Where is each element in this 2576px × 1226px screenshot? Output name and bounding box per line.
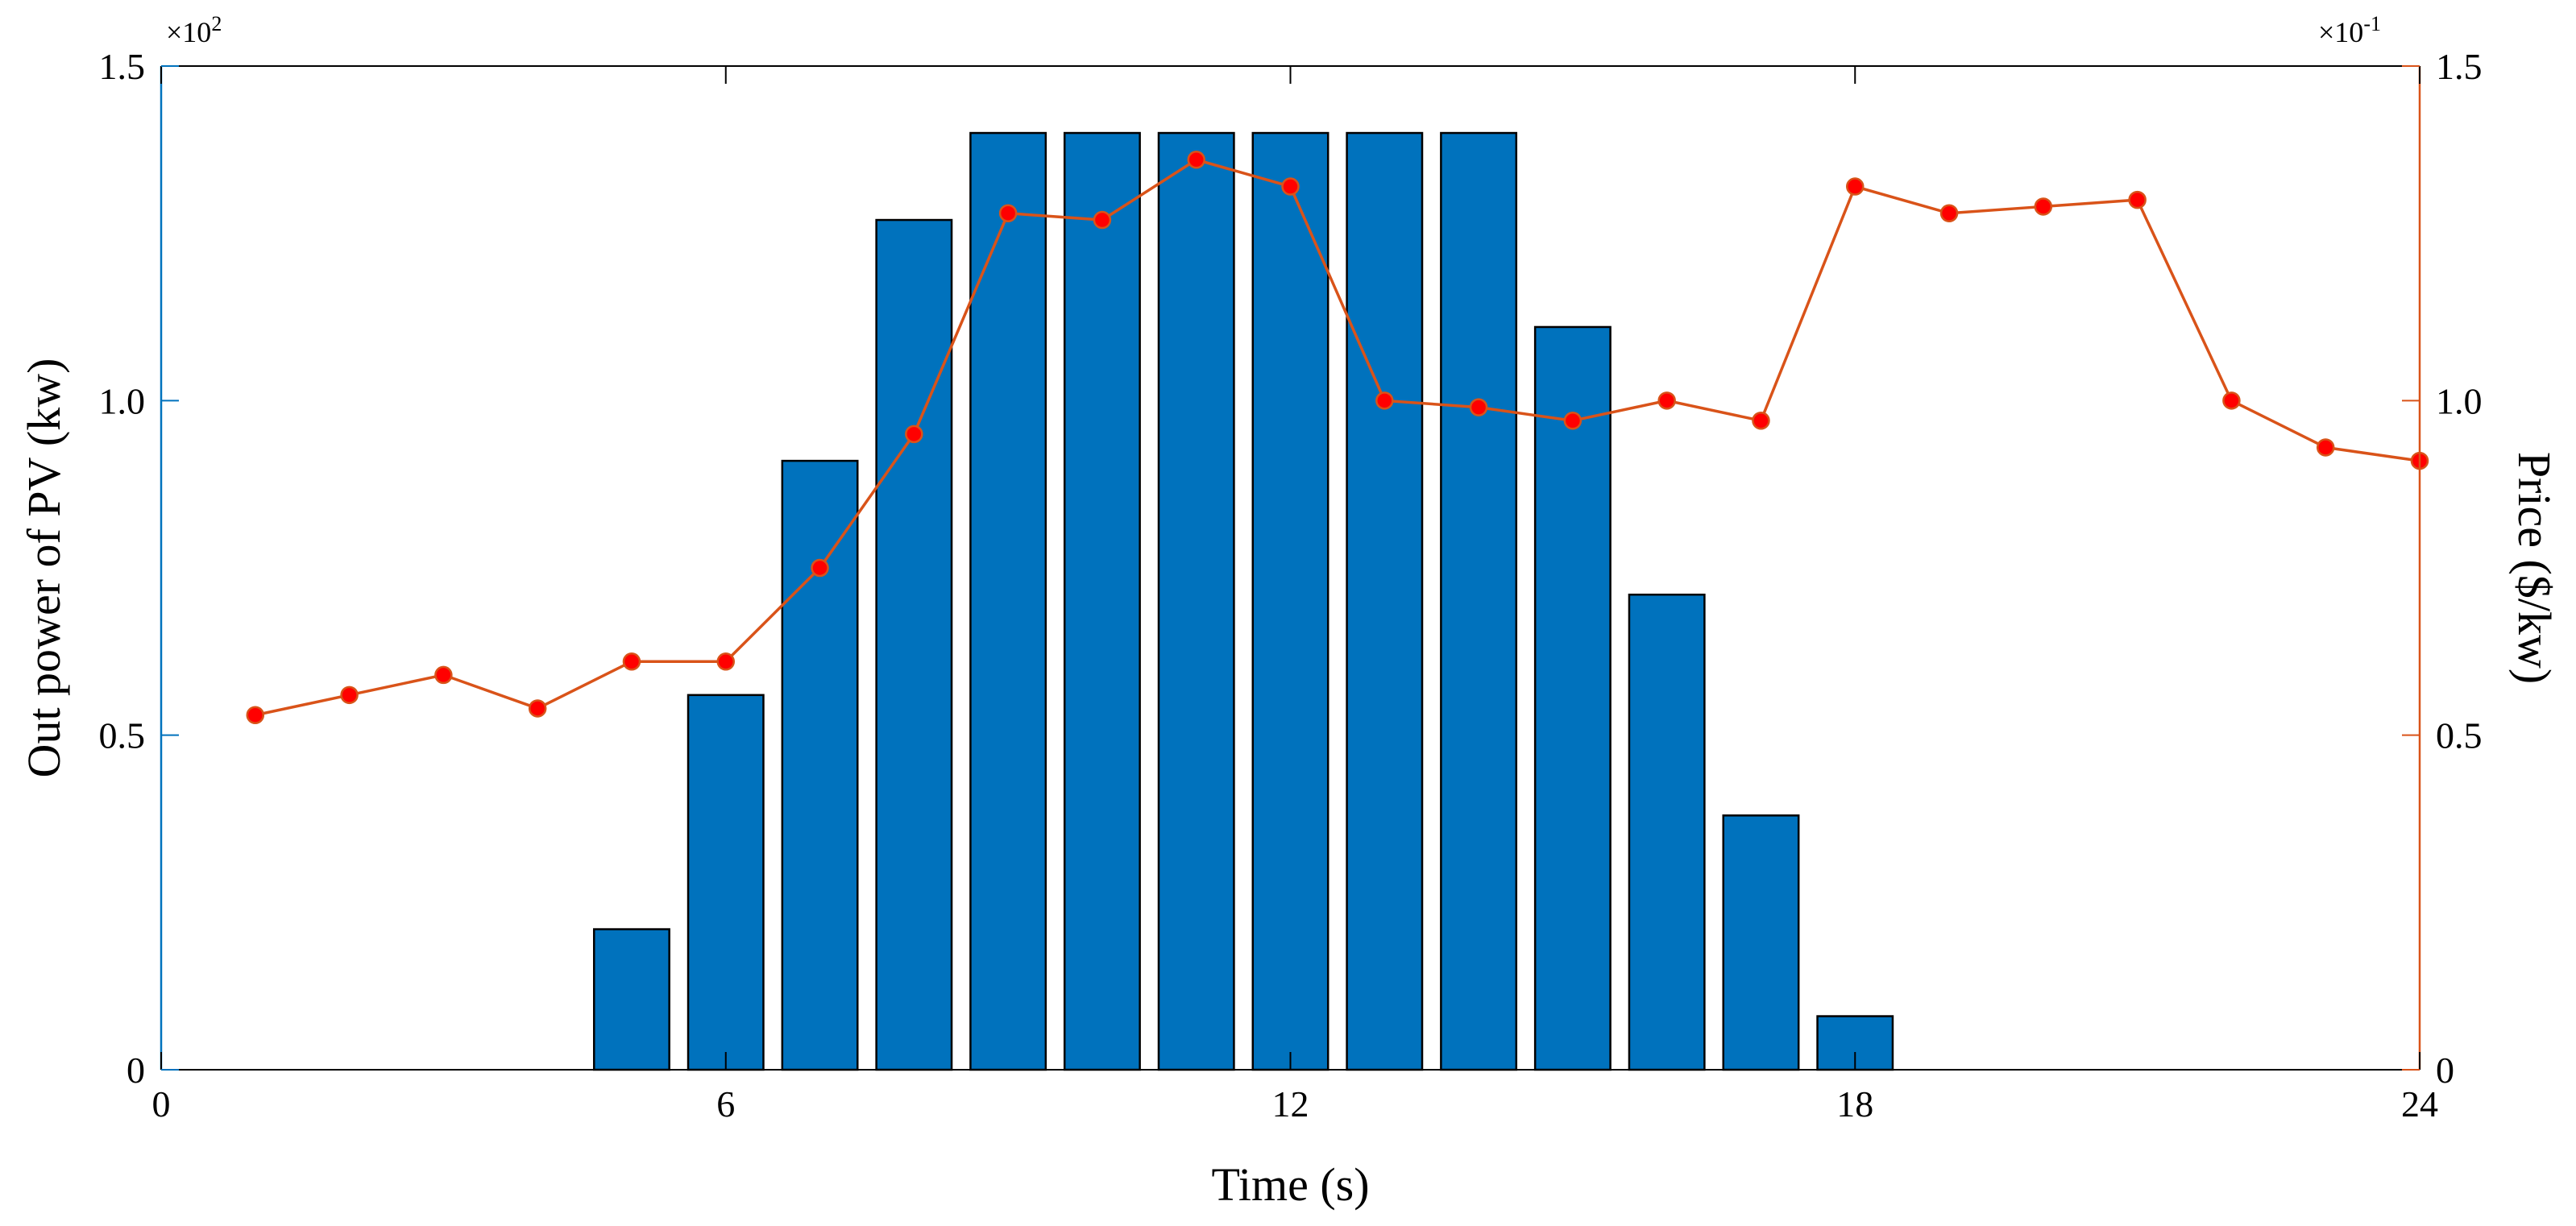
x-axis-title: Time (s) (1211, 1158, 1369, 1211)
bar (592, 928, 670, 1071)
y-left-exponent-power: 2 (211, 12, 222, 35)
price-point (1846, 177, 1865, 196)
price-point (1752, 412, 1770, 430)
price-point (2128, 190, 2147, 209)
price-point (1939, 204, 1959, 222)
x-tick-label: 12 (1272, 1083, 1309, 1125)
bar (1533, 325, 1612, 1071)
bar (1157, 131, 1235, 1071)
y-left-tick-label: 1.5 (99, 46, 146, 87)
x-tick-label: 24 (2401, 1083, 2438, 1125)
y-right-tick-label: 1.0 (2436, 380, 2483, 421)
bar (1722, 814, 1800, 1071)
y-right-tick-label: 0.5 (2436, 715, 2483, 756)
price-point (1563, 412, 1583, 430)
price-line-series (246, 151, 2429, 724)
price-point (905, 425, 923, 444)
y-right-axis-title: Price ($/kw) (2508, 452, 2561, 684)
y-left-axis-title: Out power of PV (kw) (18, 358, 70, 778)
y-right-exponent-power: -1 (2363, 12, 2381, 35)
price-point (811, 558, 829, 578)
bar (1628, 593, 1706, 1071)
bar-series (592, 131, 1894, 1071)
y-left-exponent: ×102 (166, 12, 222, 48)
x-tick-label: 6 (716, 1083, 735, 1125)
bar (875, 218, 953, 1071)
y-left-tick-label: 0.5 (99, 715, 146, 756)
price-point (434, 665, 453, 685)
bar (1346, 131, 1424, 1071)
price-point (340, 685, 359, 705)
y-right-tick-label: 1.5 (2436, 46, 2483, 87)
price-point (1187, 151, 1205, 169)
price-point (246, 706, 265, 724)
y-right-exponent: ×10-1 (2318, 12, 2381, 48)
bar (1063, 131, 1141, 1071)
bar (1251, 131, 1329, 1071)
price-point (622, 652, 641, 671)
price-point (2034, 197, 2053, 216)
bar (969, 131, 1047, 1071)
axes (160, 65, 2421, 1071)
bar (687, 694, 765, 1071)
y-left-tick-label: 1.0 (99, 380, 146, 421)
price-point (1281, 177, 1300, 196)
price-point (1375, 391, 1394, 410)
x-tick-label: 0 (152, 1083, 171, 1125)
y-right-tick-label: 0 (2436, 1050, 2454, 1091)
y-left-tick-label: 0 (127, 1050, 145, 1091)
price-point (1093, 210, 1112, 230)
price-point (528, 699, 547, 718)
price-point (1657, 391, 1676, 410)
price-point (998, 204, 1018, 222)
price-point (1469, 398, 1488, 416)
bar (1440, 131, 1518, 1071)
bar (781, 459, 859, 1071)
price-point (2222, 391, 2241, 410)
price-line (255, 158, 2420, 717)
price-point (716, 652, 735, 671)
x-tick-label: 18 (1836, 1083, 1873, 1125)
price-point (2316, 438, 2335, 457)
